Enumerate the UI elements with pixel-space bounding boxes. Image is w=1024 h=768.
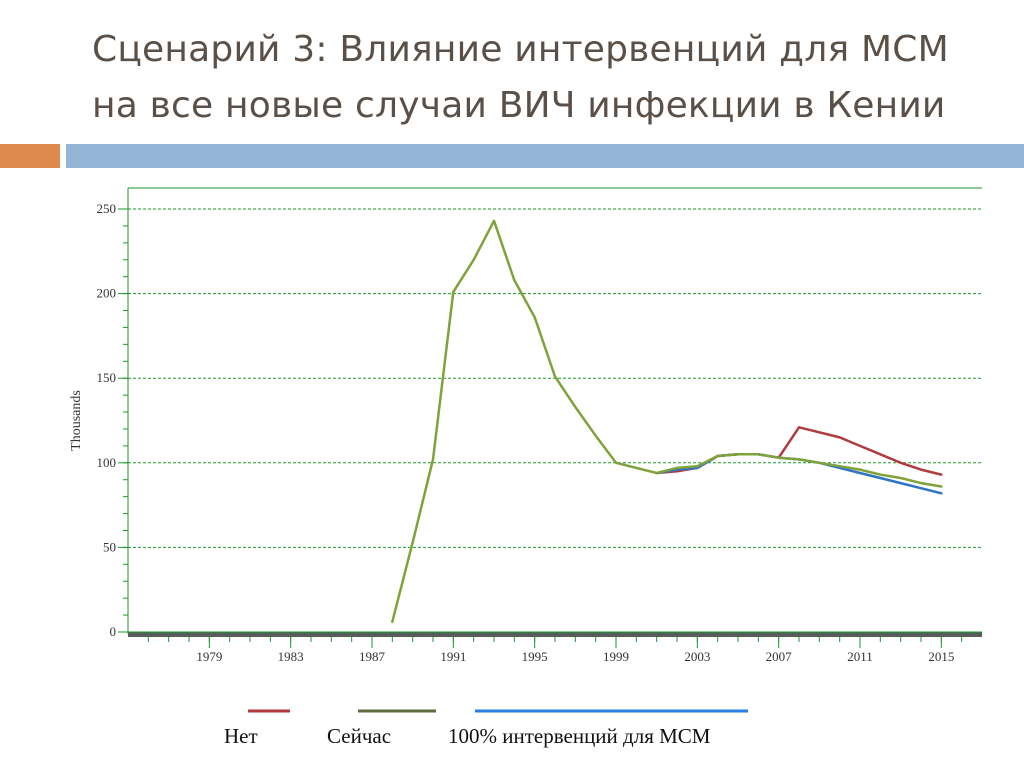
legend-label-1: Сейчас: [327, 724, 391, 748]
x-tick-label: 1979: [196, 649, 222, 664]
x-tick-label: 2007: [766, 649, 793, 664]
slide-title-line-2: на все новые случаи ВИЧ инфекции в Кении: [92, 85, 946, 126]
x-tick-label: 2015: [928, 649, 954, 664]
y-tick-label: 250: [97, 201, 117, 216]
x-tick-label: 1999: [603, 649, 629, 664]
x-tick-label: 2003: [684, 649, 710, 664]
x-tick-label: 1991: [440, 649, 466, 664]
x-tick-label: 1983: [278, 649, 304, 664]
accent-bar-orange: [0, 144, 60, 168]
x-tick-label: 2011: [847, 649, 873, 664]
legend-label-2: 100% интервенций для МСМ: [448, 724, 711, 748]
x-tick-label: 1987: [359, 649, 386, 664]
y-tick-label: 150: [97, 370, 117, 385]
y-tick-label: 200: [97, 286, 117, 301]
legend-label-0: Нет: [224, 724, 258, 748]
series-line-1: [391, 219, 943, 624]
slide-title: Сценарий 3: Влияние интервенций для МСМ …: [92, 22, 992, 134]
accent-bar-blue: [66, 144, 1024, 168]
y-tick-label: 50: [103, 539, 116, 554]
x-tick-label: 1995: [522, 649, 548, 664]
x-axis-line: [128, 632, 982, 637]
y-tick-label: 0: [110, 624, 117, 639]
slide-title-line-1: Сценарий 3: Влияние интервенций для МСМ: [92, 29, 949, 70]
y-axis-title: Thousands: [69, 390, 84, 451]
y-tick-label: 100: [97, 455, 117, 470]
